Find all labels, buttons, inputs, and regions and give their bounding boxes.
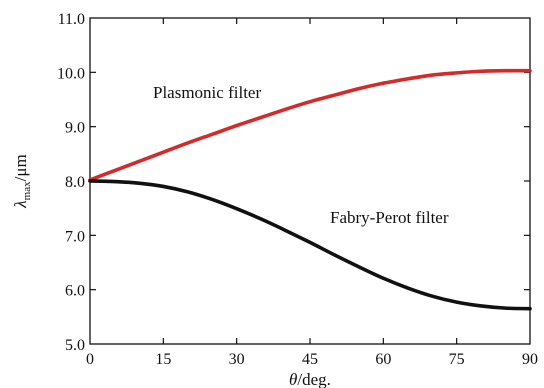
x-axis-unit: /deg. — [297, 370, 331, 388]
series-line-fabry-perot — [88, 179, 532, 311]
y-axis-title: λmax/μm — [11, 154, 33, 208]
x-tick-label: 0 — [86, 351, 94, 368]
y-tick-label: 10.0 — [57, 65, 85, 82]
y-tick-label: 8.0 — [65, 174, 85, 191]
x-axis-title: θ/deg. — [289, 370, 331, 388]
y-axis-unit: /μm — [11, 154, 30, 181]
plot-frame — [89, 17, 531, 345]
y-axis-subscript: max — [21, 181, 33, 200]
series-label-plasmonic: Plasmonic filter — [153, 83, 261, 102]
y-tick-label: 6.0 — [65, 283, 85, 300]
x-tick-label: 75 — [449, 351, 465, 368]
series-lines — [88, 68, 532, 311]
y-tick-label: 11.0 — [58, 11, 85, 28]
y-axis-tick-labels: 5.0 6.0 7.0 8.0 9.0 10.0 11.0 — [57, 11, 85, 354]
x-tick-label: 60 — [375, 351, 391, 368]
x-tick-label: 90 — [522, 351, 538, 368]
x-tick-label: 30 — [229, 351, 245, 368]
series-line-plasmonic — [88, 68, 532, 182]
x-axis-tick-labels: 0 15 30 45 60 75 90 — [86, 351, 538, 368]
series-label-fabry-perot: Fabry-Perot filter — [330, 208, 449, 227]
x-tick-label: 45 — [302, 351, 318, 368]
x-tick-label: 15 — [155, 351, 171, 368]
x-axis-symbol: θ — [289, 370, 297, 388]
y-axis-symbol: λ — [11, 200, 30, 208]
plot-area — [89, 17, 531, 345]
axis-ticks — [90, 18, 530, 344]
y-tick-label: 5.0 — [65, 337, 85, 354]
y-tick-label: 7.0 — [65, 228, 85, 245]
y-tick-label: 9.0 — [65, 120, 85, 137]
